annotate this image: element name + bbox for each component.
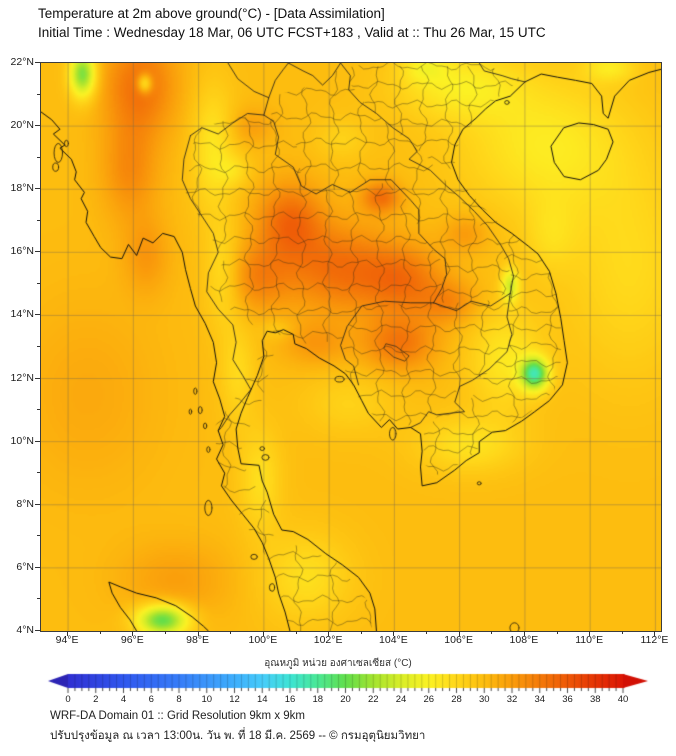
- colorbar-tick-label: 26: [423, 694, 435, 705]
- colorbar-tick-label: 10: [201, 694, 213, 705]
- x-axis-label: 100°E: [248, 634, 278, 646]
- x-axis-label: 94°E: [55, 634, 79, 646]
- x-axis-major-tick: [132, 631, 134, 636]
- y-axis-label: 16°N: [10, 245, 34, 258]
- temperature-map-canvas: [41, 63, 661, 631]
- x-axis-major-tick: [654, 631, 656, 636]
- y-axis-minor-tick: [37, 535, 40, 537]
- x-axis-label: 96°E: [120, 634, 144, 646]
- colorbar-tick-label: 4: [120, 694, 127, 705]
- chart-title: Temperature at 2m above ground(°C) - [Da…: [38, 6, 385, 21]
- colorbar-tick-label: 16: [284, 694, 296, 705]
- y-axis-label: 22°N: [10, 56, 34, 68]
- x-axis-minor-tick: [621, 631, 623, 634]
- colorbar-tick-label: 6: [148, 694, 154, 705]
- colorbar-tick-label: 12: [229, 694, 240, 705]
- y-axis-minor-tick: [37, 156, 40, 158]
- x-axis-minor-tick: [164, 631, 166, 634]
- x-axis-minor-tick: [556, 631, 558, 634]
- y-axis-label: 8°N: [16, 497, 34, 510]
- y-axis-major-tick: [35, 566, 40, 568]
- colorbar-tick-label: 24: [395, 694, 407, 705]
- colorbar-tick-label: 36: [562, 694, 573, 705]
- x-axis-minor-tick: [295, 631, 297, 634]
- y-axis-major-tick: [35, 630, 40, 631]
- y-axis-major-tick: [35, 503, 40, 505]
- chart-subtitle: Initial Time : Wednesday 18 Mar, 06 UTC …: [38, 25, 546, 40]
- colorbar-tick-label: 8: [176, 694, 182, 705]
- y-axis-minor-tick: [37, 282, 40, 284]
- x-axis-minor-tick: [360, 631, 362, 634]
- y-axis-major-tick: [35, 314, 40, 316]
- y-axis-minor-tick: [37, 219, 40, 221]
- colorbar-tick-label: 34: [534, 694, 546, 705]
- y-axis-major-tick: [35, 188, 40, 190]
- x-axis-label: 106°E: [444, 634, 474, 646]
- y-axis-label: 14°N: [10, 308, 34, 321]
- x-axis-label: 108°E: [509, 634, 539, 646]
- x-axis-major-tick: [328, 631, 330, 636]
- y-axis-major-tick: [35, 251, 40, 253]
- x-axis-major-tick: [458, 631, 460, 636]
- x-axis-label: 102°E: [313, 634, 343, 646]
- x-axis-minor-tick: [230, 631, 232, 634]
- y-axis-label: 20°N: [10, 119, 34, 132]
- y-axis-label: 6°N: [16, 560, 34, 573]
- colorbar-tick-label: 14: [256, 694, 268, 705]
- footer-update-info: ปรับปรุงข้อมูล ณ เวลา 13:00น. วัน พ. ที่…: [50, 730, 426, 742]
- footer-domain-info: WRF-DA Domain 01 :: Grid Resolution 9km …: [50, 710, 305, 722]
- y-axis-minor-tick: [37, 409, 40, 411]
- colorbar-tick-label: 18: [312, 694, 324, 705]
- x-axis-major-tick: [67, 631, 69, 636]
- colorbar-tick-label: 22: [367, 694, 379, 705]
- y-axis-label: 12°N: [10, 371, 34, 384]
- x-axis-label: 98°E: [186, 634, 210, 646]
- colorbar-tick-label: 30: [478, 694, 490, 705]
- colorbar-tick-label: 38: [589, 694, 601, 705]
- colorbar-canvas: [0, 672, 676, 694]
- x-axis-major-tick: [262, 631, 264, 636]
- y-axis-major-tick: [35, 125, 40, 127]
- y-axis-major-tick: [35, 377, 40, 379]
- x-axis-major-tick: [393, 631, 395, 636]
- colorbar-tick-label: 20: [340, 694, 351, 705]
- y-axis-minor-tick: [37, 472, 40, 474]
- x-axis-label: 104°E: [379, 634, 408, 646]
- y-axis-minor-tick: [37, 598, 40, 600]
- colorbar-title: อุณหภูมิ หน่วย องศาเซลเซียส (°C): [264, 658, 412, 669]
- y-axis-label: 4°N: [16, 623, 34, 636]
- colorbar-tick-label: 28: [451, 694, 462, 705]
- y-axis-major-tick: [35, 62, 40, 63]
- y-axis-label: 10°N: [10, 434, 34, 447]
- x-axis-minor-tick: [491, 631, 493, 634]
- colorbar-tick-label: 32: [506, 694, 518, 705]
- x-axis-major-tick: [523, 631, 525, 636]
- x-axis-label: 110°E: [575, 634, 604, 646]
- y-axis-minor-tick: [37, 346, 40, 347]
- x-axis-minor-tick: [99, 631, 101, 634]
- y-axis-minor-tick: [37, 93, 40, 95]
- colorbar-tick-label: 40: [617, 694, 629, 705]
- y-axis-label: 18°N: [10, 182, 34, 195]
- x-axis-major-tick: [197, 631, 199, 636]
- colorbar-tick-label: 0: [65, 694, 71, 705]
- map-plot-frame: [40, 62, 662, 632]
- x-axis-minor-tick: [426, 631, 428, 634]
- x-axis-major-tick: [589, 631, 591, 636]
- x-axis-label: 112°E: [640, 634, 669, 646]
- colorbar-tick-label: 2: [93, 694, 99, 705]
- y-axis-major-tick: [35, 440, 40, 442]
